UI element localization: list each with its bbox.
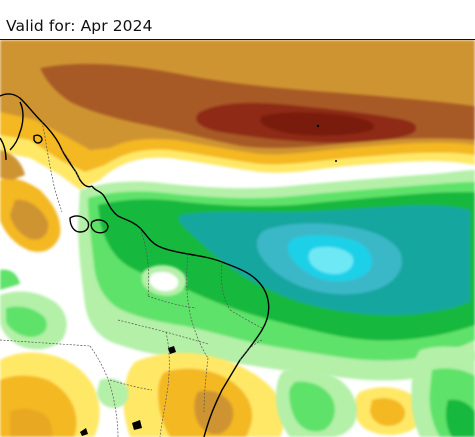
- dry-anomaly-band-north: [0, 40, 475, 252]
- country-borders: [0, 121, 263, 437]
- wet-anomaly-band-equatorial: [0, 170, 475, 381]
- anomaly-map: [0, 40, 475, 437]
- header-bar: Valid for: Apr 2024: [0, 0, 475, 40]
- map-panel[interactable]: [0, 40, 475, 437]
- island-markers: [80, 124, 337, 436]
- neutral-patch-interior: [141, 265, 187, 297]
- valid-for-label: Valid for: Apr 2024: [6, 17, 153, 35]
- wet-patches-south: [97, 346, 475, 437]
